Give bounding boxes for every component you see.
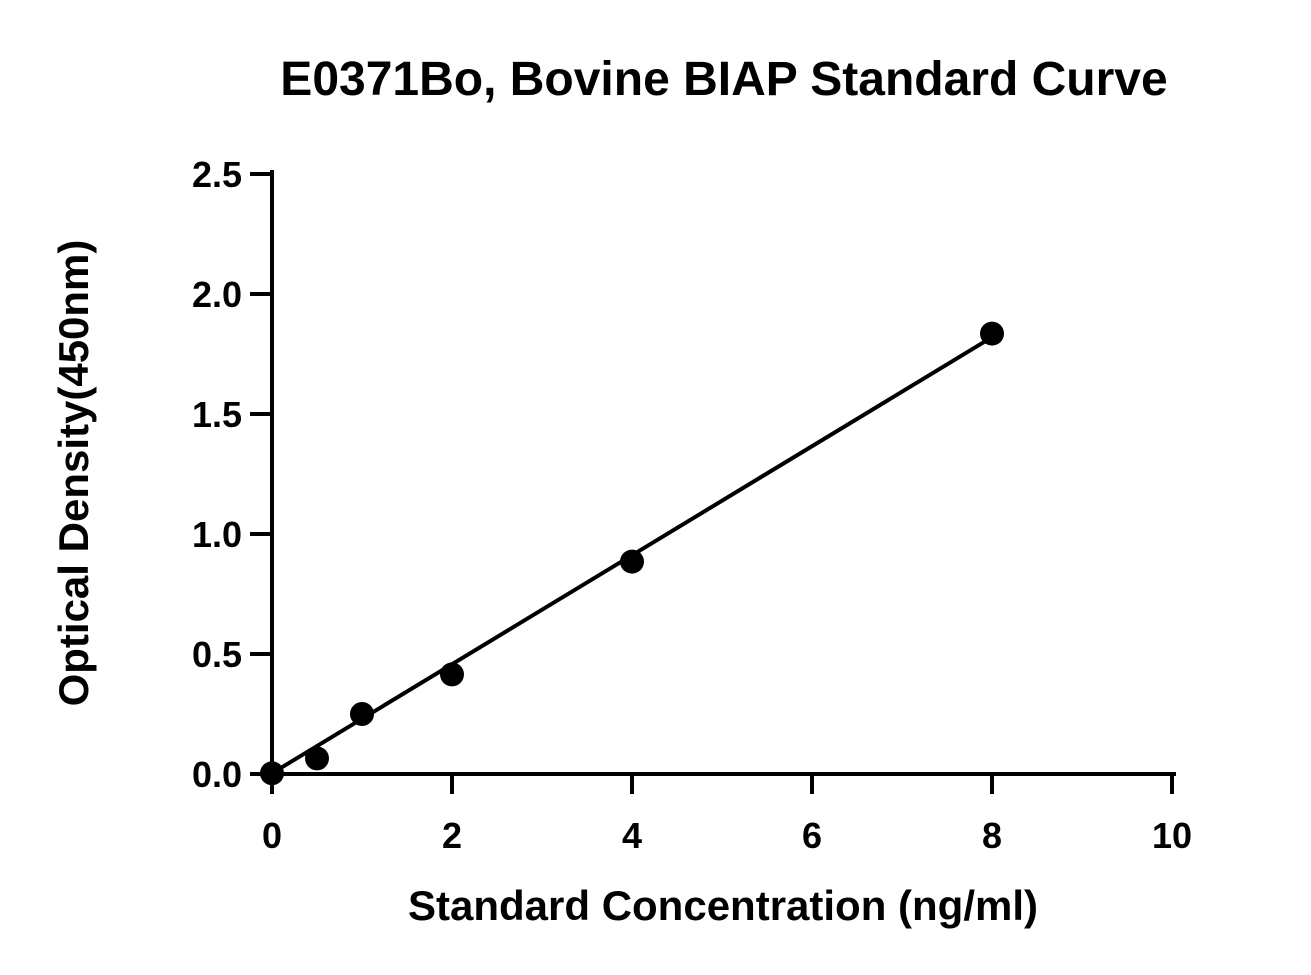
y-tick-label: 1.0 [192, 514, 242, 555]
x-tick-label: 4 [622, 815, 642, 856]
data-point [350, 702, 374, 726]
x-tick-label: 2 [442, 815, 462, 856]
y-tick-label: 0.5 [192, 634, 242, 675]
axes [268, 170, 1176, 778]
x-tick-label: 6 [802, 815, 822, 856]
x-axis-label: Standard Concentration (ng/ml) [408, 882, 1038, 929]
data-point [260, 761, 284, 786]
y-axis-ticks: 0.0 0.5 1.0 1.5 2.0 2.5 [192, 154, 272, 795]
x-tick-label: 8 [982, 815, 1002, 856]
data-point [980, 321, 1004, 346]
x-axis-ticks: 0 2 4 6 8 10 [262, 774, 1192, 856]
y-tick-label: 2.0 [192, 274, 242, 315]
data-point [305, 746, 329, 771]
data-point [620, 549, 644, 574]
y-tick-label: 2.5 [192, 154, 242, 195]
x-tick-label: 0 [262, 815, 282, 856]
data-point [440, 662, 464, 687]
y-axis-label: Optical Density(450nm) [50, 240, 97, 707]
x-tick-label: 10 [1152, 815, 1192, 856]
chart-title: E0371Bo, Bovine BIAP Standard Curve [280, 53, 1167, 106]
data-points [260, 321, 1004, 786]
y-tick-label: 0.0 [192, 754, 242, 795]
y-tick-label: 1.5 [192, 394, 242, 435]
